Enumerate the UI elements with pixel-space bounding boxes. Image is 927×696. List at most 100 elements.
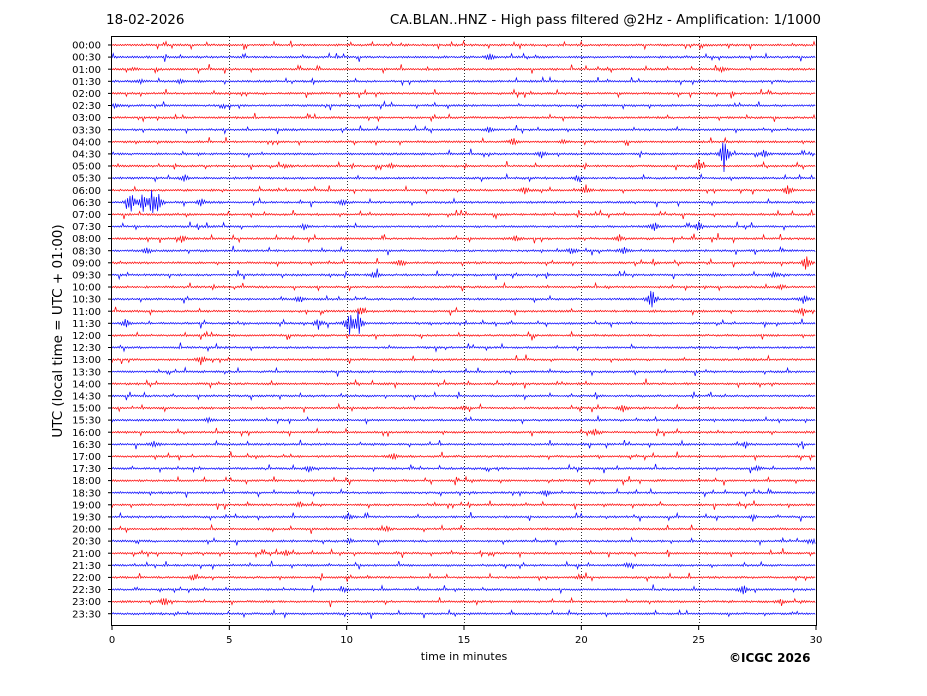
y-tick-label: 14:30 (72, 392, 101, 403)
x-tick-label: 25 (692, 635, 705, 646)
vertical-grid (229, 37, 700, 625)
trace-line (111, 451, 816, 462)
trace-line (111, 100, 816, 111)
y-tick-label: 01:30 (72, 77, 101, 88)
trace-line (111, 584, 816, 595)
y-tick-label: 10:00 (72, 283, 101, 294)
trace-line (111, 523, 816, 534)
trace-line (111, 221, 816, 231)
trace-line (111, 572, 816, 583)
trace-line (111, 172, 816, 183)
y-tick-label: 01:00 (72, 65, 101, 76)
y-tick-label: 11:30 (72, 319, 101, 330)
trace-line (111, 391, 816, 402)
trace-line (111, 342, 816, 353)
y-tick-label: 18:30 (72, 488, 101, 499)
trace-line (111, 233, 816, 244)
y-tick-label: 09:00 (72, 258, 101, 269)
trace-line (111, 560, 816, 571)
y-tick-label: 02:00 (72, 89, 101, 100)
y-tick-label: 03:30 (72, 125, 101, 136)
y-tick-label: 15:30 (72, 416, 101, 427)
trace-line (111, 427, 816, 438)
y-tick-label: 00:30 (72, 53, 101, 64)
y-tick-label: 08:00 (72, 234, 101, 245)
y-tick-label: 21:30 (72, 561, 101, 572)
y-tick-label: 18:00 (72, 476, 101, 487)
trace-line (111, 402, 816, 413)
y-tick-label: 22:00 (72, 573, 101, 584)
trace-line (111, 88, 816, 99)
x-tick-label: 30 (810, 635, 823, 646)
y-tick-label: 02:30 (72, 101, 101, 112)
trace-line (111, 159, 816, 171)
y-tick-label: 07:00 (72, 210, 101, 221)
y-tick-label: 17:00 (72, 452, 101, 463)
y-tick-label: 21:00 (72, 549, 101, 560)
trace-line (111, 124, 816, 135)
y-tick-label: 17:30 (72, 464, 101, 475)
trace-line (111, 330, 816, 341)
trace-line (111, 281, 816, 292)
trace-line (111, 51, 816, 62)
plot-frame (111, 36, 817, 626)
y-tick-label: 04:30 (72, 150, 101, 161)
y-tick-label: 05:30 (72, 174, 101, 185)
date-label: 18-02-2026 (106, 12, 185, 28)
trace-line (111, 487, 816, 498)
trace-line (111, 536, 816, 547)
y-tick-label: 13:30 (72, 367, 101, 378)
trace-line (111, 608, 816, 619)
trace-line (111, 142, 816, 173)
trace-line (111, 596, 816, 608)
trace-line (111, 256, 816, 270)
x-tick-label: 5 (226, 635, 232, 646)
y-tick-group: 00:0000:3001:0001:3002:0002:3003:0003:30… (72, 41, 112, 620)
y-tick-label: 16:00 (72, 428, 101, 439)
y-tick-label: 22:30 (72, 585, 101, 596)
y-tick-label: 19:30 (72, 513, 101, 524)
y-tick-label: 13:00 (72, 355, 101, 366)
trace-line (111, 245, 816, 256)
trace-line (111, 290, 816, 308)
y-tick-label: 11:00 (72, 307, 101, 318)
trace-line (111, 209, 816, 220)
x-axis-label: time in minutes (421, 650, 508, 663)
trace-line (111, 184, 816, 195)
y-tick-label: 09:30 (72, 271, 101, 282)
trace-line (111, 64, 816, 75)
y-tick-label: 23:30 (72, 609, 101, 620)
x-tick-label: 0 (109, 635, 115, 646)
trace-line (111, 475, 816, 486)
trace-line (111, 39, 816, 51)
y-tick-label: 06:00 (72, 186, 101, 197)
y-tick-label: 05:00 (72, 162, 101, 173)
y-tick-label: 04:00 (72, 137, 101, 148)
trace-group (111, 39, 816, 619)
y-tick-label: 20:00 (72, 525, 101, 536)
y-tick-label: 12:00 (72, 331, 101, 342)
y-tick-label: 23:00 (72, 597, 101, 608)
trace-line (111, 511, 816, 522)
y-tick-label: 15:00 (72, 404, 101, 415)
y-axis-label: UTC (local time = UTC + 01:00) (50, 224, 66, 437)
trace-line (111, 76, 816, 87)
x-tick-label: 20 (575, 635, 588, 646)
trace-line (111, 500, 816, 510)
trace-line (111, 463, 816, 474)
y-tick-label: 00:00 (72, 41, 101, 52)
trace-line (111, 136, 816, 147)
y-tick-label: 12:30 (72, 343, 101, 354)
trace-line (111, 306, 816, 317)
copyright-label: ©ICGC 2026 (729, 651, 811, 665)
trace-line (111, 366, 816, 377)
y-tick-label: 06:30 (72, 198, 101, 209)
y-tick-label: 19:00 (72, 500, 101, 511)
y-tick-label: 07:30 (72, 222, 101, 233)
trace-line (111, 548, 816, 559)
trace-line (111, 439, 816, 450)
y-tick-label: 10:30 (72, 295, 101, 306)
y-tick-label: 03:00 (72, 113, 101, 124)
y-tick-label: 20:30 (72, 537, 101, 548)
